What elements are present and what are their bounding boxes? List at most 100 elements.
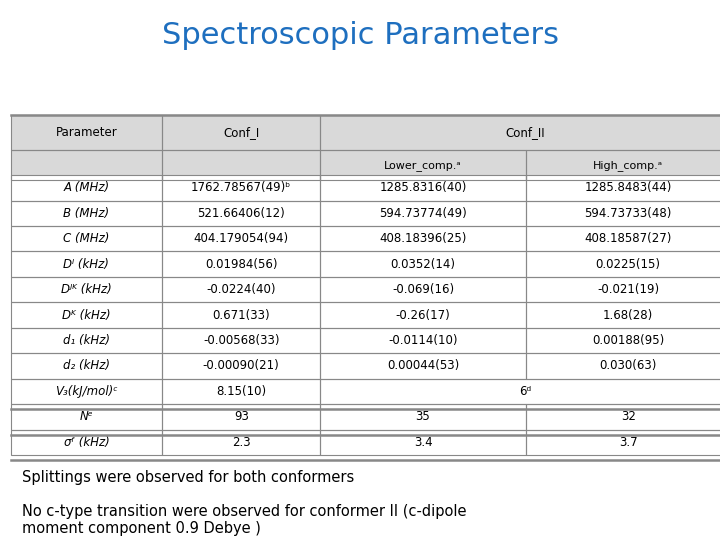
Bar — [320, 200, 526, 226]
Text: -0.26(17): -0.26(17) — [395, 308, 451, 322]
Bar — [162, 175, 320, 200]
Bar — [320, 430, 526, 455]
Text: -0.0224(40): -0.0224(40) — [207, 283, 276, 296]
Bar — [320, 328, 526, 353]
Bar — [11, 150, 162, 180]
Bar — [162, 115, 320, 150]
Text: 35: 35 — [415, 410, 431, 423]
Bar — [162, 430, 320, 455]
Bar — [162, 379, 320, 404]
Bar — [526, 252, 720, 277]
Bar — [11, 379, 162, 404]
Text: 1.68(28): 1.68(28) — [603, 308, 653, 322]
Bar — [320, 302, 526, 328]
Bar — [162, 150, 320, 180]
Bar — [526, 252, 720, 277]
Text: 3.4: 3.4 — [414, 436, 432, 449]
Text: σᶠ (kHz): σᶠ (kHz) — [63, 436, 109, 449]
Bar — [162, 328, 320, 353]
Text: V₃(kJ/mol)ᶜ: V₃(kJ/mol)ᶜ — [55, 385, 117, 398]
Bar — [320, 175, 526, 200]
Bar — [11, 430, 162, 455]
Bar — [162, 175, 320, 200]
Text: 93: 93 — [234, 410, 248, 423]
Bar — [162, 277, 320, 302]
Text: 0.01984(56): 0.01984(56) — [205, 258, 277, 271]
Bar — [526, 226, 720, 252]
Bar — [526, 302, 720, 328]
Bar — [11, 404, 162, 430]
Bar — [162, 277, 320, 302]
Bar — [526, 328, 720, 353]
Text: 3.7: 3.7 — [619, 436, 637, 449]
Bar — [11, 302, 162, 328]
Text: -0.0114(10): -0.0114(10) — [388, 334, 458, 347]
Bar — [526, 200, 720, 226]
Text: 408.18396(25): 408.18396(25) — [379, 232, 467, 245]
Bar — [320, 252, 526, 277]
Bar — [526, 430, 720, 455]
Text: 594.73733(48): 594.73733(48) — [585, 207, 672, 220]
Text: Lower_comp.ᵃ: Lower_comp.ᵃ — [384, 160, 462, 171]
Text: 0.030(63): 0.030(63) — [600, 360, 657, 373]
Bar — [526, 226, 720, 252]
Text: Conf_I: Conf_I — [223, 126, 259, 139]
Text: Nᵉ: Nᵉ — [80, 410, 93, 423]
Bar — [11, 404, 162, 430]
Bar — [320, 302, 526, 328]
Bar — [526, 277, 720, 302]
Bar — [11, 252, 162, 277]
Text: C (MHz): C (MHz) — [63, 232, 109, 245]
Bar — [162, 115, 320, 150]
Bar — [162, 353, 320, 379]
Bar — [320, 277, 526, 302]
Bar — [11, 277, 162, 302]
Text: -0.069(16): -0.069(16) — [392, 283, 454, 296]
Bar — [320, 328, 526, 353]
Text: Dᴶᴷ (kHz): Dᴶᴷ (kHz) — [61, 283, 112, 296]
Bar — [11, 226, 162, 252]
Bar — [11, 175, 162, 200]
Bar — [526, 200, 720, 226]
Bar — [11, 115, 162, 150]
Bar — [162, 252, 320, 277]
Bar — [320, 379, 720, 404]
Bar — [11, 175, 162, 200]
Bar — [11, 430, 162, 455]
Bar — [526, 302, 720, 328]
Text: -0.00568(33): -0.00568(33) — [203, 334, 279, 347]
Bar — [162, 302, 320, 328]
Text: 0.671(33): 0.671(33) — [212, 308, 270, 322]
Bar — [526, 150, 720, 180]
Text: 32: 32 — [621, 410, 636, 423]
Bar — [320, 226, 526, 252]
Bar — [526, 328, 720, 353]
Bar — [320, 404, 526, 430]
Bar — [162, 328, 320, 353]
Text: 0.0352(14): 0.0352(14) — [390, 258, 456, 271]
Bar — [11, 200, 162, 226]
Bar — [11, 150, 162, 180]
Bar — [320, 353, 526, 379]
Bar — [162, 302, 320, 328]
Bar — [526, 404, 720, 430]
Text: Parameter: Parameter — [55, 126, 117, 139]
Bar — [11, 353, 162, 379]
Text: A (MHz): A (MHz) — [63, 181, 109, 194]
Text: d₁ (kHz): d₁ (kHz) — [63, 334, 110, 347]
Text: B (MHz): B (MHz) — [63, 207, 109, 220]
Bar — [162, 200, 320, 226]
Bar — [162, 200, 320, 226]
Bar — [320, 404, 526, 430]
Bar — [162, 404, 320, 430]
Text: -0.00090(21): -0.00090(21) — [203, 360, 279, 373]
Bar — [162, 404, 320, 430]
Bar — [320, 226, 526, 252]
Bar — [526, 150, 720, 180]
Text: -0.021(19): -0.021(19) — [597, 283, 660, 296]
Bar — [320, 379, 720, 404]
Text: Dᴵ (kHz): Dᴵ (kHz) — [63, 258, 109, 271]
Bar — [526, 404, 720, 430]
Text: d₂ (kHz): d₂ (kHz) — [63, 360, 110, 373]
Bar — [162, 430, 320, 455]
